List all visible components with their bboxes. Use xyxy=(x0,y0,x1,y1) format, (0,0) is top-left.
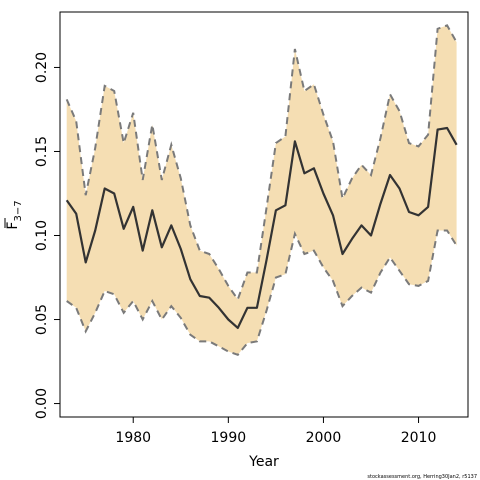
x-tick-label: 2000 xyxy=(306,430,342,446)
estimate-line xyxy=(65,126,458,329)
x-axis: 1980 1990 2000 2010 xyxy=(115,417,436,446)
y-axis-title-subscript: 3−7 xyxy=(13,200,24,221)
x-axis-title: Year xyxy=(248,454,279,470)
y-axis: 0.00 0.05 0.10 0.15 0.20 xyxy=(34,52,60,419)
y-tick-label: 0.15 xyxy=(34,136,50,167)
confidence-band-layer xyxy=(66,25,457,355)
svg-text:F3−7: F3−7 xyxy=(5,200,24,229)
x-tick-label: 2010 xyxy=(401,430,437,446)
plot-frame xyxy=(59,11,469,418)
y-tick-label: 0.20 xyxy=(34,52,50,83)
y-tick-label: 0.05 xyxy=(34,304,50,335)
credit-text: stockassessment.org, Herring30Jan2, r513… xyxy=(367,474,477,480)
lower-bound-line xyxy=(66,229,458,356)
y-axis-title: F3−7 xyxy=(4,200,24,230)
x-tick-label: 1990 xyxy=(211,430,247,446)
y-tick-label: 0.00 xyxy=(34,388,50,419)
confidence-band xyxy=(66,25,457,355)
upper-bound-line xyxy=(65,24,458,302)
y-axis-title-main: F xyxy=(5,222,21,230)
x-tick-label: 1980 xyxy=(115,430,151,446)
y-tick-label: 0.10 xyxy=(34,220,50,251)
series-line-layer xyxy=(65,24,458,356)
